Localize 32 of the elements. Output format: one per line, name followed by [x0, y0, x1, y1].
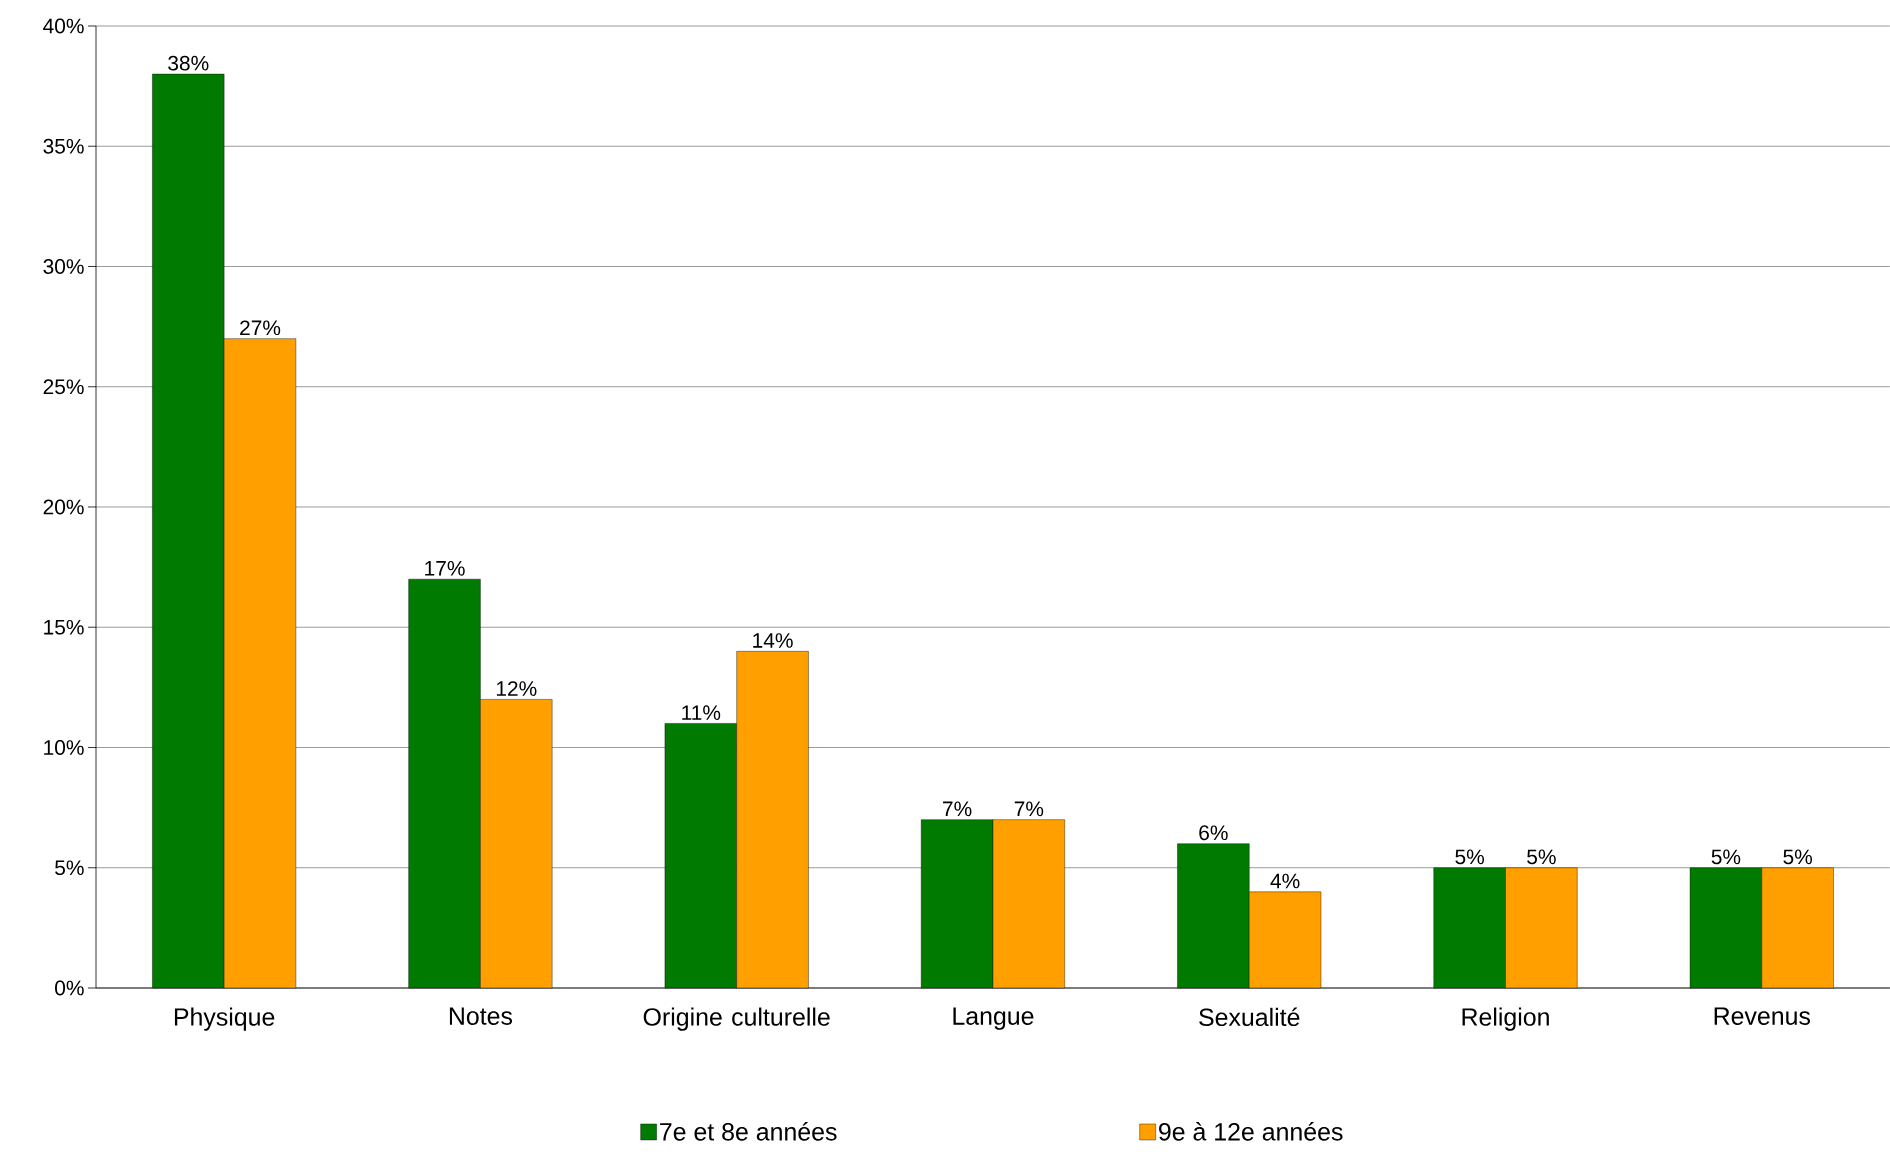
y-tick-label: 20% — [43, 499, 84, 515]
data-label: 14% — [753, 633, 793, 648]
data-label: 11% — [682, 705, 721, 720]
data-label: 17% — [425, 560, 465, 576]
data-label: 7% — [1014, 801, 1044, 817]
y-tick-label: 30% — [43, 259, 84, 274]
data-label: 5% — [1783, 849, 1813, 865]
data-label: 38% — [168, 55, 209, 71]
legend-label: 9e à 12e années — [1159, 1122, 1343, 1141]
y-tick-label: 15% — [44, 619, 84, 635]
data-label: 7% — [943, 801, 972, 817]
data-label: 6% — [1199, 825, 1228, 841]
data-label: 5% — [1527, 849, 1556, 865]
y-tick-label: 25% — [43, 379, 84, 395]
legend-label: 7e et 8e années — [660, 1122, 837, 1141]
data-label: 5% — [1455, 849, 1485, 865]
x-tick-label: Notes — [449, 1007, 513, 1025]
data-label: 12% — [496, 681, 537, 696]
x-tick-label: Langue — [953, 1007, 1034, 1030]
data-label: 27% — [240, 320, 281, 336]
y-tick-label: 5% — [55, 860, 84, 876]
data-label: 4% — [1270, 873, 1300, 889]
x-tick-label: Religion — [1462, 1007, 1549, 1031]
x-tick-label: Origine culturelle — [643, 1007, 830, 1031]
y-tick-label: 35% — [43, 138, 84, 154]
data-label: 5% — [1711, 849, 1741, 865]
x-tick-label: Physique — [174, 1007, 275, 1031]
x-tick-label: Sexualité — [1199, 1007, 1300, 1027]
x-tick-label: Revenus — [1714, 1007, 1811, 1025]
y-tick-label: 0% — [55, 980, 84, 996]
y-tick-label: 10% — [44, 740, 84, 755]
y-tick-label: 40% — [43, 18, 84, 34]
